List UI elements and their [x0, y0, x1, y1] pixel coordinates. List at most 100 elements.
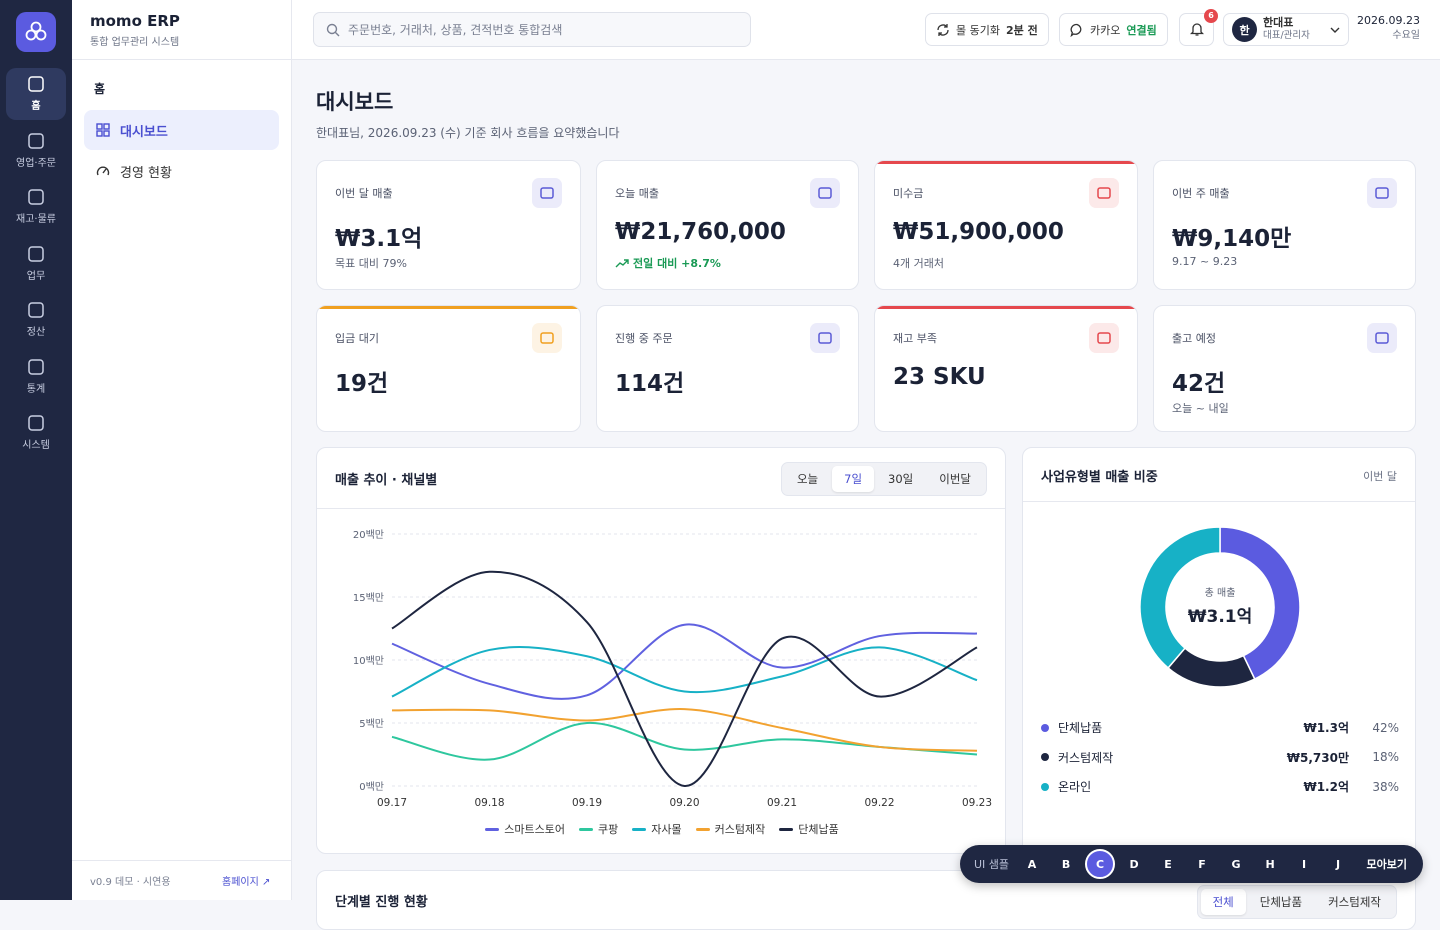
donut-segment	[1219, 526, 1301, 681]
tab[interactable]: 오늘	[796, 472, 819, 486]
top-bar: 주문번호, 거래처, 상품, 견적번호 통합검색 몰 동기화 2분 전 카카오 …	[292, 0, 1440, 60]
sample-option[interactable]: A	[1027, 857, 1037, 871]
sample-option[interactable]: H	[1265, 857, 1275, 871]
kpi-label: 입금 대기	[335, 332, 379, 345]
sample-option[interactable]: J	[1336, 857, 1341, 871]
nav-item[interactable]: 정산	[6, 294, 66, 346]
logo[interactable]	[16, 12, 56, 52]
accent-bar	[317, 306, 580, 309]
sample-option[interactable]: E	[1164, 857, 1172, 871]
icon-shape	[540, 332, 554, 344]
icon-shape	[540, 187, 554, 199]
tab[interactable]: 단체납품	[1259, 895, 1303, 909]
kpi-icon	[532, 178, 562, 208]
kpi-card: 진행 중 주문 114건	[596, 305, 859, 432]
tab[interactable]: 7일	[832, 466, 875, 492]
series-line	[391, 708, 978, 752]
notification-button[interactable]: 6	[1179, 9, 1218, 46]
kpi-label: 미수금	[893, 187, 924, 200]
nav-item[interactable]: 통계	[6, 351, 66, 403]
kpi-label: 이번 달 매출	[335, 187, 393, 200]
kpi-value: 19건	[335, 371, 389, 397]
kpi-card: 미수금 ₩51,900,000 4개 거래처	[874, 160, 1138, 290]
icon-shape	[818, 187, 832, 199]
legend-label: 쿠팡	[598, 823, 619, 836]
nav-icon	[28, 133, 44, 149]
logo-icon	[25, 21, 47, 41]
tab[interactable]: 커스텀제작	[1328, 895, 1381, 909]
sample-option[interactable]: F	[1198, 857, 1206, 871]
legend-row: 커스텀제작 ₩5,730만 18%	[1041, 749, 1399, 766]
sample-button[interactable]: 모아보기	[1366, 858, 1407, 871]
kpi-value: ₩21,760,000	[615, 219, 786, 245]
tab[interactable]: 이번달	[939, 472, 971, 486]
donut-segment	[1139, 526, 1221, 669]
icon-shape	[818, 332, 832, 344]
divider	[72, 860, 292, 861]
kpi-icon	[810, 178, 840, 208]
search-box[interactable]: 주문번호, 거래처, 상품, 견적번호 통합검색	[313, 12, 751, 47]
nav-label: 시스템	[22, 440, 50, 451]
sample-option[interactable]: I	[1302, 857, 1307, 871]
legend-item: 단체납품	[779, 821, 839, 837]
sample-option[interactable]: D	[1129, 857, 1139, 871]
icon-shape	[1375, 332, 1389, 344]
icon	[96, 166, 110, 176]
sync-icon	[937, 23, 949, 36]
kakao-button[interactable]: 카카오 연결됨	[1059, 13, 1168, 46]
legend-dot	[1041, 753, 1049, 761]
range-tabs: 오늘 7일 30일 이번달	[780, 462, 987, 496]
nav-item[interactable]: 시스템	[6, 407, 66, 459]
nav-item[interactable]: 홈	[6, 68, 66, 120]
chat-icon	[1070, 23, 1082, 37]
legend: 스마트스토어 쿠팡 자사몰 커스텀제작 단체납품	[317, 821, 1005, 837]
tab[interactable]: 전체	[1200, 889, 1246, 915]
nav-icon	[28, 189, 44, 205]
icon	[1375, 332, 1389, 344]
icon-shape	[28, 302, 44, 318]
trend-path	[615, 259, 629, 268]
kpi-icon	[1089, 323, 1119, 353]
sample-option[interactable]: B	[1061, 857, 1071, 871]
legend-dot	[1041, 782, 1049, 791]
user-menu[interactable]: 한 한대표 대표/관리자	[1223, 13, 1349, 46]
donut-segment	[1167, 647, 1256, 688]
icon-shape	[28, 133, 44, 149]
user-role: 대표/관리자	[1263, 30, 1310, 42]
icon-shape	[1097, 187, 1111, 199]
legend-swatch	[579, 827, 593, 831]
sub-nav-item[interactable]: 경영 현황	[84, 151, 279, 191]
legend-percent: 42%	[1372, 720, 1399, 735]
homepage-link[interactable]: 홈페이지 ↗	[222, 877, 271, 888]
kpi-label: 출고 예정	[1172, 332, 1216, 345]
icon	[1097, 187, 1111, 199]
icon-shape	[1097, 332, 1111, 344]
sub-nav-item[interactable]: 대시보드	[84, 110, 279, 150]
line-chart-card: 매출 추이 · 채널별 오늘 7일 30일 이번달 0백만 5백만 10백만 15백만 20백…	[316, 447, 1006, 854]
sample-option[interactable]: C	[1085, 849, 1116, 879]
nav-icon	[28, 302, 44, 318]
kpi-trend: 전일 대비 +8.7%	[615, 255, 721, 271]
bell-icon	[1189, 23, 1204, 36]
icon-shape	[28, 189, 44, 205]
trend-icon	[615, 259, 629, 268]
nav-label: 통계	[26, 384, 46, 395]
legend-swatch	[779, 827, 794, 831]
kpi-label: 오늘 매출	[615, 187, 659, 200]
sync-button[interactable]: 몰 동기화 2분 전	[925, 13, 1049, 46]
x-tick-label: 09.18	[474, 797, 504, 809]
card-title: 단계별 진행 현황	[335, 895, 428, 910]
sync-label: 몰 동기화	[956, 23, 1000, 37]
y-tick-label: 10백만	[353, 655, 384, 667]
date-block: 2026.09.23 수요일	[1357, 14, 1420, 42]
nav-item[interactable]: 영업·주문	[6, 125, 66, 177]
kpi-value: ₩51,900,000	[893, 219, 1064, 245]
kpi-value: ₩9,140만	[1172, 226, 1292, 252]
tab[interactable]: 30일	[888, 472, 914, 486]
sample-option[interactable]: G	[1231, 857, 1241, 871]
nav-label: 홈	[31, 101, 41, 112]
nav-item[interactable]: 업무	[6, 238, 66, 290]
section-title: 홈	[94, 82, 106, 96]
nav-item[interactable]: 재고·물류	[6, 181, 66, 233]
